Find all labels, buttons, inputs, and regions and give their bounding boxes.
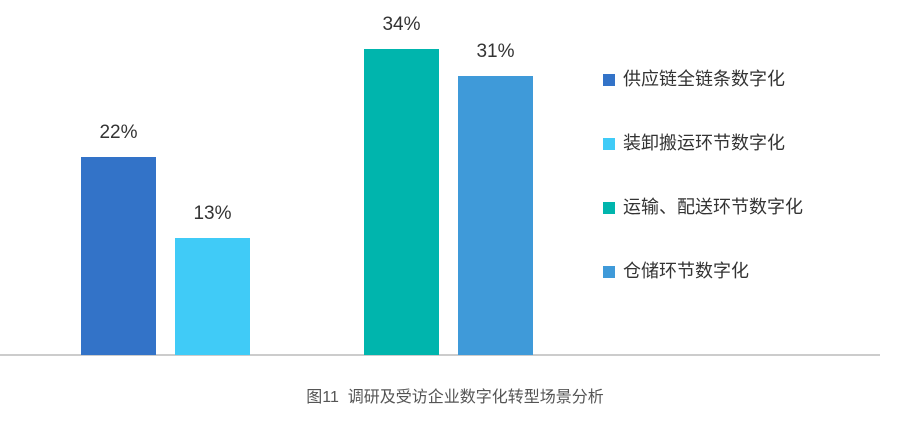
legend-swatch: [603, 74, 615, 86]
bar: [175, 238, 250, 355]
data-label: 31%: [476, 41, 514, 62]
bar: [81, 157, 156, 355]
data-label: 34%: [382, 14, 420, 35]
bar: [458, 76, 533, 355]
chart-title: 图11 调研及受访企业数字化转型场景分析: [306, 388, 604, 406]
legend-label: 供应链全链条数字化: [623, 69, 785, 89]
legend-swatch: [603, 266, 615, 278]
legend-label: 运输、配送环节数字化: [623, 197, 803, 217]
legend-label: 装卸搬运环节数字化: [623, 133, 785, 153]
legend-swatch: [603, 202, 615, 214]
data-label: 22%: [99, 122, 137, 143]
legend-label: 仓储环节数字化: [623, 261, 749, 281]
legend-swatch: [603, 138, 615, 150]
data-label: 13%: [193, 203, 231, 224]
bar: [364, 49, 439, 355]
